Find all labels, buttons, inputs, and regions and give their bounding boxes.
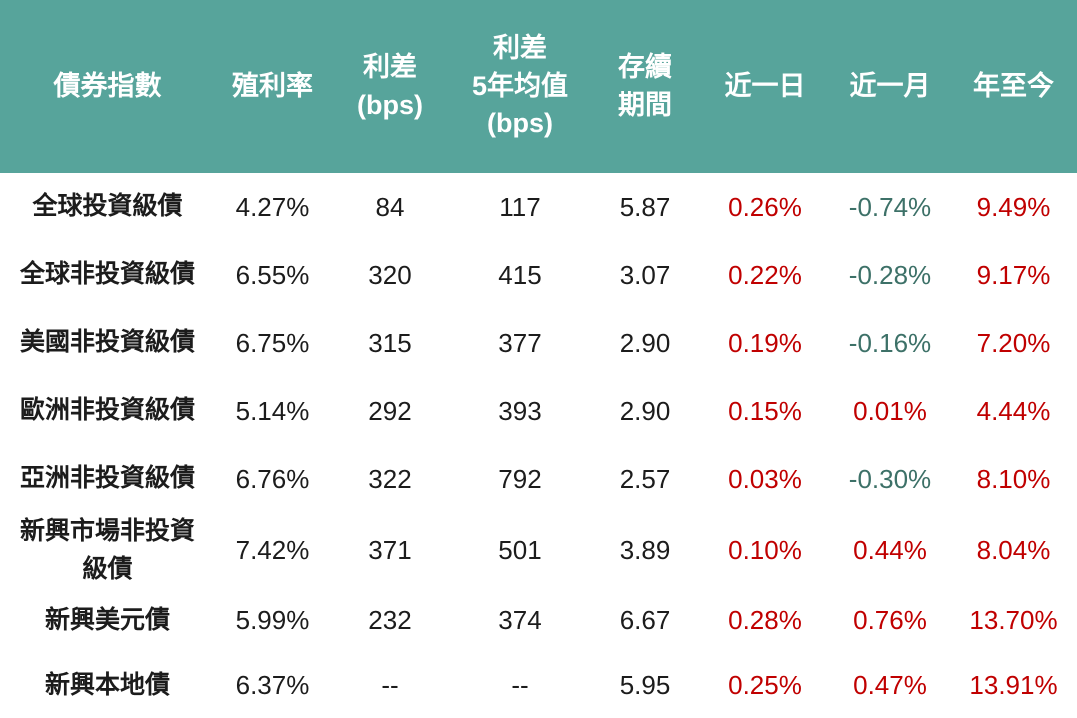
cell-spread_5y_avg: 393 <box>498 395 542 426</box>
cell-spread_5y_avg: 117 <box>499 191 541 222</box>
cell-d1: 0.28% <box>728 605 802 635</box>
cell-d1: 0.15% <box>728 395 802 426</box>
cell-name: 全球投資級債 <box>32 192 183 221</box>
cell-name: 新興美元債 <box>44 605 170 634</box>
column-header-name: 債券指數 <box>0 0 215 173</box>
table-body: 全球投資級債 4.27% 84 117 5.87 0.26% -0.74% 9.49% 全球非投… <box>0 173 1077 718</box>
cell-ytd: 8.04% <box>976 535 1051 565</box>
cell-ytd: 9.49% <box>976 191 1051 222</box>
cell-m1: 0.44% <box>853 535 927 565</box>
cell-spread_5y_avg: 374 <box>498 605 542 635</box>
cell-name: 新興本地債 <box>44 670 170 699</box>
cell-yield: 6.76% <box>235 463 310 494</box>
cell-spread: 315 <box>368 327 412 358</box>
cell-duration: 3.89 <box>619 535 671 565</box>
cell-duration: 3.07 <box>619 259 671 290</box>
cell-spread_5y_avg: 792 <box>498 463 542 494</box>
cell-name: 全球非投資級債 <box>19 260 195 289</box>
cell-duration: 2.90 <box>619 395 671 426</box>
cell-yield: 6.75% <box>235 327 310 358</box>
table-row: 新興市場非投資 級債 7.42% 371 501 3.89 0.10% 0.44% 8.04% <box>0 513 1077 588</box>
table-row: 亞洲非投資級債 6.76% 322 792 2.57 0.03% -0.30% 8.10% <box>0 445 1077 513</box>
cell-duration: 6.67 <box>619 605 671 635</box>
cell-yield: 7.42% <box>235 535 310 565</box>
table-row: 歐洲非投資級債 5.14% 292 393 2.90 0.15% 0.01% 4.44% <box>0 377 1077 445</box>
table-row: 全球投資級債 4.27% 84 117 5.87 0.26% -0.74% 9.49% <box>0 173 1077 241</box>
cell-duration: 5.87 <box>619 191 671 222</box>
cell-m1: 0.01% <box>853 395 927 426</box>
column-header-m1: 近一月 <box>830 0 950 173</box>
cell-ytd: 8.10% <box>976 463 1051 494</box>
cell-d1: 0.10% <box>728 535 802 565</box>
cell-spread_5y_avg: 377 <box>498 327 542 358</box>
cell-ytd: 4.44% <box>976 395 1051 426</box>
cell-duration: 5.95 <box>619 670 671 700</box>
cell-m1: -0.16% <box>848 327 932 358</box>
cell-d1: 0.26% <box>728 191 802 222</box>
cell-ytd: 13.91% <box>969 670 1058 700</box>
cell-ytd: 13.70% <box>969 605 1058 635</box>
cell-m1: -0.30% <box>848 463 932 494</box>
column-header-d1: 近一日 <box>700 0 830 173</box>
cell-spread_5y_avg: 501 <box>498 535 542 565</box>
cell-spread: 371 <box>368 535 412 565</box>
table-header: 債券指數 殖利率 利差 (bps) 利差 5年均值 (bps) 存續 期間 近一日 近一月年… <box>0 0 1077 173</box>
cell-m1: -0.28% <box>848 259 932 290</box>
cell-d1: 0.03% <box>728 463 802 494</box>
cell-yield: 6.55% <box>235 259 310 290</box>
cell-name: 歐洲非投資級債 <box>19 396 195 425</box>
cell-duration: 2.57 <box>619 463 671 494</box>
cell-d1: 0.25% <box>728 670 802 700</box>
cell-name: 美國非投資級債 <box>19 328 195 357</box>
cell-d1: 0.22% <box>728 259 802 290</box>
cell-ytd: 9.17% <box>976 259 1051 290</box>
cell-name: 亞洲非投資級債 <box>19 464 195 493</box>
cell-spread: 320 <box>368 259 412 290</box>
cell-m1: 0.47% <box>853 670 927 700</box>
cell-yield: 5.14% <box>235 395 310 426</box>
cell-spread: 84 <box>375 191 405 222</box>
cell-spread: 292 <box>368 395 412 426</box>
header-row: 債券指數 殖利率 利差 (bps) 利差 5年均值 (bps) 存續 期間 近一日 近一月年… <box>0 0 1077 173</box>
cell-m1: 0.76% <box>853 605 927 635</box>
cell-ytd: 7.20% <box>976 327 1051 358</box>
cell-spread: 232 <box>368 605 412 635</box>
cell-d1: 0.19% <box>728 327 802 358</box>
cell-spread_5y_avg: 415 <box>498 259 542 290</box>
table-row: 新興本地債 6.37% -- -- 5.95 0.25% 0.47% 13.91% <box>0 653 1077 718</box>
column-header-yield: 殖利率 <box>215 0 330 173</box>
cell-yield: 5.99% <box>235 605 310 635</box>
column-header-duration: 存續 期間 <box>590 0 700 173</box>
column-header-spread_5y_avg: 利差 5年均值 (bps) <box>450 0 590 173</box>
table-row: 新興美元債 5.99% 232 374 6.67 0.28% 0.76% 13.70% <box>0 588 1077 653</box>
column-header-ytd: 年至今 <box>950 0 1077 173</box>
cell-yield: 6.37% <box>235 670 310 700</box>
cell-spread: -- <box>381 670 399 700</box>
cell-duration: 2.90 <box>619 327 671 358</box>
cell-m1: -0.74% <box>848 191 932 222</box>
cell-name: 新興市場非投資 級債 <box>19 517 195 583</box>
table-row: 美國非投資級債 6.75% 315 377 2.90 0.19% -0.16% 7.20% <box>0 309 1077 377</box>
cell-yield: 4.27% <box>235 191 310 222</box>
cell-spread: 322 <box>368 463 412 494</box>
table-row: 全球非投資級債 6.55% 320 415 3.07 0.22% -0.28% 9.17% <box>0 241 1077 309</box>
cell-spread_5y_avg: -- <box>511 670 529 700</box>
column-header-spread: 利差 (bps) <box>330 0 450 173</box>
